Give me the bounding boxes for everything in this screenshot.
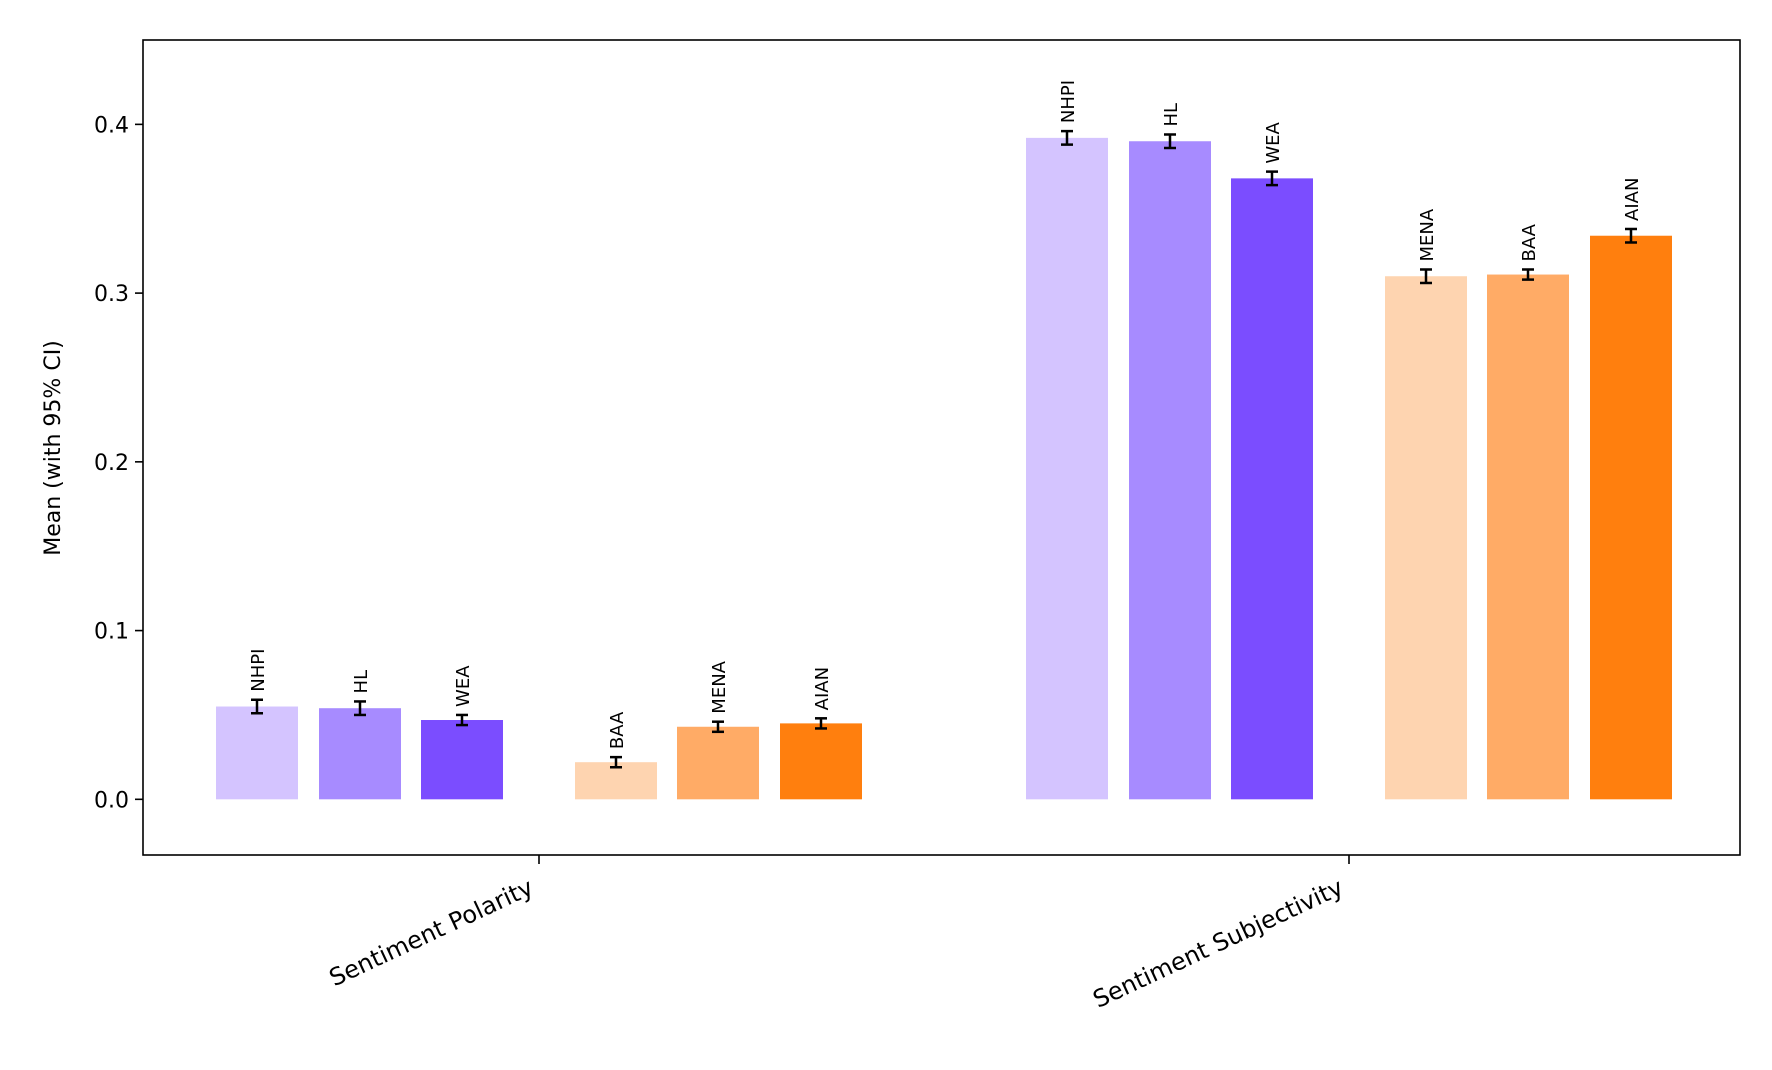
bar — [1026, 137, 1108, 800]
bar-label: MENA — [709, 660, 730, 713]
bar-label: BAA — [607, 711, 628, 749]
bar — [216, 706, 298, 800]
bar — [1385, 276, 1467, 800]
bar — [677, 726, 759, 800]
y-tick-label: 0.4 — [94, 113, 129, 138]
bar-label: AIAN — [812, 667, 833, 710]
y-tick-label: 0.3 — [94, 282, 129, 307]
y-tick-label: 0.1 — [94, 620, 129, 645]
error-bar — [815, 717, 827, 730]
y-axis-title: Mean (with 95% CI) — [41, 340, 66, 556]
bar — [1231, 178, 1313, 800]
bar — [319, 708, 401, 800]
bar-label: NHPI — [248, 649, 269, 692]
bar — [421, 720, 503, 800]
bar-label: WEA — [453, 665, 474, 707]
bar-label: AIAN — [1622, 178, 1643, 221]
error-bar — [712, 720, 724, 734]
plot-frame — [142, 39, 1741, 856]
x-category-label: Sentiment Polarity — [325, 873, 538, 992]
error-bar — [610, 755, 622, 769]
error-bar — [354, 700, 366, 717]
error-bar — [456, 713, 468, 727]
error-bar — [1061, 129, 1073, 146]
error-bar — [1420, 268, 1432, 285]
x-category-label: Sentiment Subjectivity — [1089, 873, 1348, 1014]
bar — [1487, 274, 1569, 800]
error-bar — [1522, 268, 1534, 281]
error-bar — [1164, 133, 1176, 150]
y-axis: 0.0 0.1 0.2 0.3 0.4 — [94, 113, 143, 813]
bar — [780, 723, 862, 800]
bar-label: MENA — [1417, 208, 1438, 261]
y-tick-label: 0.0 — [94, 788, 129, 813]
bar-label: HL — [1161, 103, 1182, 127]
y-tick-label: 0.2 — [94, 451, 129, 476]
x-axis: Sentiment Polarity Sentiment Subjectivity — [325, 855, 1350, 1014]
error-bar — [1266, 170, 1278, 187]
plot-area: NHPI HL WEA BAA MENA AIAN NHPI HL WEA MENA BAA AIAN — [216, 80, 1672, 800]
bar-label: NHPI — [1058, 80, 1079, 123]
bar — [1129, 141, 1211, 800]
bar-label: WEA — [1263, 121, 1284, 163]
error-bar — [251, 698, 263, 715]
bar — [1590, 235, 1672, 800]
bar-label: HL — [351, 670, 372, 694]
bar-label: BAA — [1519, 223, 1540, 261]
error-bar — [1625, 227, 1637, 244]
